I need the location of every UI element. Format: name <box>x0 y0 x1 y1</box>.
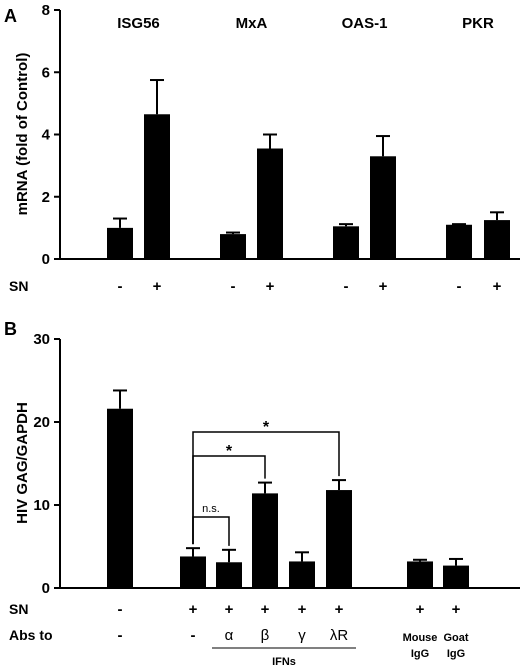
significance-bracket <box>192 431 340 545</box>
panel-a-y-tick-label: 0 <box>42 251 50 268</box>
panel-a-bar <box>144 114 170 259</box>
panel-a-y-tick-label: 8 <box>42 2 50 19</box>
ifns-label: IFNs <box>272 656 296 668</box>
panel-a-gene-label: PKR <box>462 15 494 32</box>
panel-b-sn-value: + <box>452 601 461 618</box>
panel-a-sn-value: + <box>153 278 162 295</box>
panel-b-abs-value: - <box>191 627 196 644</box>
panel-a-gene-label: OAS-1 <box>342 15 388 32</box>
panel-b-abs-value: λR <box>330 627 349 644</box>
panel-a-bar <box>446 224 472 259</box>
panel-b-abs-value: γ <box>298 627 306 644</box>
panel-a-bar <box>370 156 396 259</box>
panel-a-gene-label: MxA <box>236 15 268 32</box>
goat-igg-line2: IgG <box>447 648 465 660</box>
panel-b-sn-value: + <box>298 601 307 618</box>
panel-a-bar <box>333 226 359 259</box>
panel-b-bar <box>407 561 433 588</box>
panel-a-bar <box>107 227 133 259</box>
significance-bracket <box>192 516 230 546</box>
panel-b-y-tick-label: 10 <box>33 497 50 514</box>
panel-a-sn-value: + <box>379 278 388 295</box>
panel-a-sn-value: + <box>493 278 502 295</box>
panel-a-letter: A <box>4 6 17 26</box>
panel-b-y-tick-label: 30 <box>33 331 50 348</box>
panel-b-bar <box>326 490 352 588</box>
significance-label: n.s. <box>202 503 220 515</box>
panel-b-abs-value: α <box>225 627 234 644</box>
panel-b-bar <box>180 556 206 588</box>
significance-label: * <box>226 443 233 460</box>
panel-b-sn-value: + <box>335 601 344 618</box>
panel-b-y-tick-label: 0 <box>42 580 50 597</box>
panel-b-sn-value: + <box>416 601 425 618</box>
panel-a-bar <box>220 234 246 259</box>
panel-b-bar <box>289 561 315 588</box>
panel-a-sn-label: SN <box>9 278 28 294</box>
panel-b-bar <box>216 562 242 588</box>
panel-b-abs-label: Abs to <box>9 627 53 643</box>
panel-a-y-tick-label: 6 <box>42 64 50 81</box>
panel-a-gene-label: ISG56 <box>117 15 160 32</box>
chart-marks: 0 2 4 6 8 ISG56 MxA OAS-1 PKR - + - + - + - +0 10 20 30 - + + +… <box>33 2 510 644</box>
panel-a-sn-value: - <box>118 278 123 295</box>
panel-a-y-tick-label: 4 <box>42 127 51 144</box>
panel-b-sn-value: + <box>225 601 234 618</box>
panel-a-sn-value: + <box>266 278 275 295</box>
goat-igg-line1: Goat <box>443 632 468 644</box>
panel-b-bar <box>107 408 133 588</box>
panel-a-sn-value: - <box>457 278 462 295</box>
panel-b-y-label: HIV GAG/GAPDH <box>14 402 31 524</box>
panel-b-sn-label: SN <box>9 601 28 617</box>
significance-label: * <box>263 419 270 436</box>
panel-a-y-tick-label: 2 <box>42 189 50 206</box>
panel-b-sn-value: - <box>118 601 123 618</box>
panel-a-y-label: mRNA (fold of Control) <box>14 53 31 216</box>
panel-a-sn-value: - <box>231 278 236 295</box>
mouse-igg-line2: IgG <box>411 648 429 660</box>
panel-a-bar <box>257 148 283 259</box>
panel-b-sn-value: + <box>261 601 270 618</box>
panel-b-bar <box>252 493 278 588</box>
mouse-igg-line1: Mouse <box>403 632 438 644</box>
panel-a-bar <box>484 220 510 259</box>
panel-b-sn-value: + <box>189 601 198 618</box>
panel-b-letter: B <box>4 319 17 339</box>
panel-a-sn-value: - <box>344 278 349 295</box>
panel-b-y-tick-label: 20 <box>33 414 50 431</box>
panel-b-abs-value: β <box>261 627 270 644</box>
panel-b-abs-value: - <box>118 627 123 644</box>
panel-b-bar <box>443 565 469 588</box>
